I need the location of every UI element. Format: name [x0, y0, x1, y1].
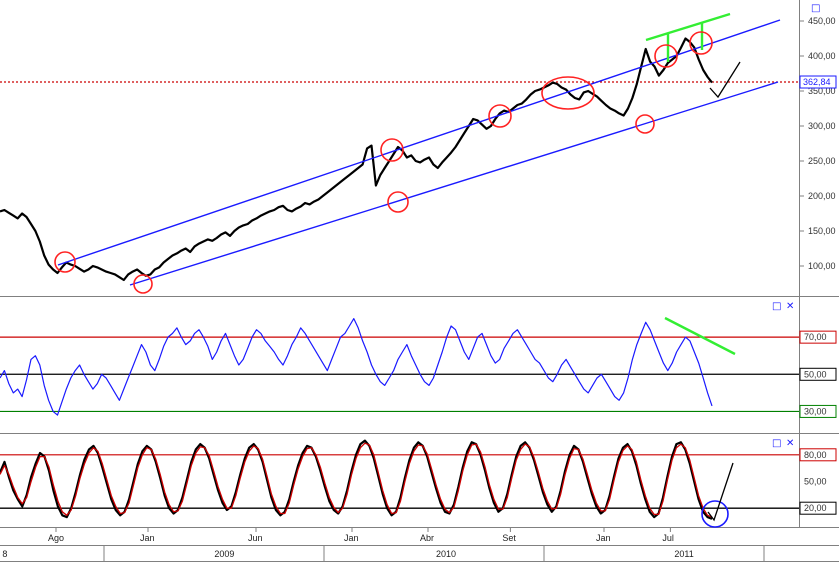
year-label: 2009 [214, 549, 234, 559]
channel-lower-line [129, 81, 779, 286]
touch-circle [689, 31, 713, 55]
reference-lines [0, 336, 799, 509]
rsi-maximize-button[interactable]: □ [772, 301, 781, 312]
price-tick-label: 350,00 [808, 86, 836, 96]
trend-channel [57, 19, 781, 286]
touch-circle [654, 44, 678, 68]
month-labels: Ago Jan Jun Jan Abr Set Jan Jul [48, 528, 674, 543]
rsi-divergence-line [664, 316, 736, 356]
touch-ellipse [541, 76, 595, 110]
last-price-label: 362,84 [803, 77, 831, 87]
rsi-level-box [799, 330, 837, 344]
price-tick-label: 100,00 [808, 261, 836, 271]
touch-circle [54, 251, 76, 273]
year-label: 2010 [436, 549, 456, 559]
price-tick-label: 200,00 [808, 191, 836, 201]
touch-circles [54, 31, 713, 294]
rsi-level-box [799, 404, 837, 418]
stochastic-k-line [0, 439, 713, 520]
panel-controls: □ □ ✕ □ ✕ [772, 3, 820, 449]
month-label: Jul [662, 533, 674, 543]
rsi-level-box [799, 367, 837, 381]
stochastic-d-line [0, 442, 713, 518]
stochastic-axis: 20,00 50,00 80,00 [799, 448, 837, 515]
price-series-line [0, 37, 713, 282]
oversold-circle [701, 500, 729, 528]
price-resistance-annotation [645, 12, 731, 62]
year-label: 8 [2, 549, 7, 559]
touch-circle [488, 104, 512, 128]
rsi-tick-label: 50,00 [804, 369, 827, 379]
price-tick-label: 450,00 [808, 16, 836, 26]
touch-circle [635, 114, 655, 134]
month-label: Jan [140, 533, 155, 543]
year-label: 2011 [674, 549, 693, 559]
touch-circle [133, 274, 153, 294]
price-tick-label: 150,00 [808, 226, 836, 236]
stochastic-close-button[interactable]: ✕ [786, 438, 794, 449]
stochastic-tick-label: 80,00 [804, 450, 827, 460]
price-tick-label: 400,00 [808, 51, 836, 61]
rsi-tick-label: 30,00 [804, 406, 827, 416]
touch-circle [380, 138, 404, 162]
month-label: Ago [48, 533, 64, 543]
price-maximize-button[interactable]: □ [811, 3, 820, 14]
price-tick-label: 300,00 [808, 121, 836, 131]
stochastic-level-box [799, 448, 837, 462]
stochastic-projection-arrow [707, 462, 734, 522]
stochastic-level-box [799, 501, 837, 515]
resistance-line [645, 12, 731, 42]
channel-upper-line [57, 19, 781, 266]
month-label: Set [502, 533, 516, 543]
year-dividers [103, 546, 765, 562]
last-price-box: 362,84 [799, 75, 837, 89]
month-label: Abr [420, 533, 434, 543]
projection-arrow [709, 61, 741, 99]
rsi-series-line [0, 318, 713, 416]
stochastic-maximize-button[interactable]: □ [772, 438, 781, 449]
stochastic-tick-label: 20,00 [804, 503, 827, 513]
month-label: Jan [596, 533, 611, 543]
rsi-tick-label: 70,00 [804, 332, 827, 342]
rsi-axis: 30,00 50,00 70,00 [799, 330, 837, 418]
month-label: Jan [344, 533, 359, 543]
touch-circle [387, 191, 409, 213]
year-labels: 8 2009 2010 2011 [2, 549, 693, 559]
stochastic-tick-label: 50,00 [804, 477, 827, 487]
rsi-close-button[interactable]: ✕ [786, 301, 794, 312]
price-tick-label: 250,00 [808, 156, 836, 166]
month-label: Jun [248, 533, 263, 543]
price-axis: 100,00 150,00 200,00 250,00 300,00 350,00 400,… [799, 16, 836, 271]
